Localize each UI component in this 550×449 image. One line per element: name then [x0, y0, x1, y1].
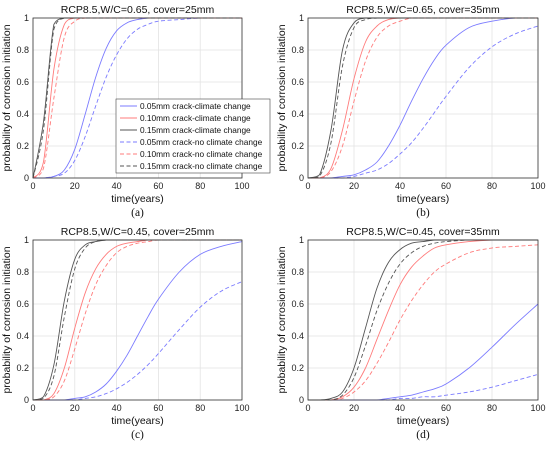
legend-entry: 0.05mm crack-no climate change [140, 137, 263, 147]
y-tick-label: 0 [299, 173, 304, 183]
y-tick-label: 0.8 [291, 267, 304, 277]
y-tick-label: 1 [24, 13, 29, 23]
y-tick-label: 0.4 [291, 331, 304, 341]
y-tick-label: 0.4 [291, 109, 304, 119]
legend: 0.05mm crack-climate change 0.10mm crack-… [115, 98, 271, 174]
legend-entry: 0.15mm crack-climate change [140, 125, 251, 135]
y-tick-label: 0 [24, 173, 29, 183]
series-line-4 [33, 17, 242, 179]
x-tick-label: 0 [30, 181, 35, 191]
x-tick-label: 60 [153, 181, 163, 191]
x-tick-label: 40 [395, 403, 405, 413]
chart-title: RCP8.5,W/C=0.65, cover=35mm [346, 4, 500, 16]
panel-label: (c) [131, 429, 144, 441]
series-line-2 [308, 239, 538, 401]
y-axis-label: probability of corrosion initiation [276, 246, 288, 393]
y-tick-label: 0.6 [291, 299, 304, 309]
x-axis-label: time(years) [397, 193, 450, 205]
axes-frame [307, 239, 539, 401]
y-tick-label: 1 [299, 13, 304, 23]
plot-area [33, 240, 242, 400]
y-tick-label: 0 [299, 395, 304, 405]
y-tick-label: 0.2 [16, 141, 29, 151]
x-tick-label: 20 [349, 403, 359, 413]
y-axis-label: probability of corrosion initiation [276, 24, 288, 171]
legend-entry: 0.15mm crack-no climate change [140, 161, 263, 171]
x-tick-label: 80 [487, 403, 497, 413]
x-tick-label: 0 [305, 403, 310, 413]
x-tick-label: 100 [234, 181, 249, 191]
y-tick-label: 1 [299, 235, 304, 245]
y-tick-label: 0.2 [291, 363, 304, 373]
x-axis-label: time(years) [111, 193, 164, 205]
series-line-4 [308, 25, 539, 179]
axes-frame [307, 17, 539, 179]
x-tick-label: 80 [195, 181, 205, 191]
y-tick-label: 0.2 [16, 363, 29, 373]
x-tick-label: 20 [70, 403, 80, 413]
chart-panel-4: 0 20 40 60 80 100 0 0.2 0.4 0.6 0.8 1 RCP8.5,W/C=0.4… [276, 226, 546, 441]
x-tick-label: 40 [112, 403, 122, 413]
y-axis-label: probability of corrosion initiation [1, 246, 13, 393]
y-tick-label: 0.6 [16, 299, 29, 309]
chart-panel-2: 0 20 40 60 80 100 0 0.2 0.4 0.6 0.8 1 RCP8.5,W/C=0.6… [276, 4, 546, 219]
legend-entry: 0.10mm crack-no climate change [140, 149, 263, 159]
axes-frame [32, 17, 243, 179]
series-line-4 [308, 373, 539, 401]
x-tick-label: 0 [30, 403, 35, 413]
series-line-5 [308, 244, 539, 401]
legend-entry: 0.05mm crack-climate change [140, 101, 251, 111]
chart-title: RCP8.5,W/C=0.45, cover=25mm [61, 226, 215, 238]
chart-title: RCP8.5,W/C=0.45, cover=35mm [346, 226, 500, 238]
chart-title: RCP8.5,W/C=0.65, cover=25mm [61, 4, 215, 16]
x-tick-label: 80 [195, 403, 205, 413]
chart-panel-1: 0 20 40 60 80 100 0 0.2 0.4 0.6 0.8 1 RCP8.5,W/C=0.6… [1, 4, 271, 219]
x-tick-label: 0 [305, 181, 310, 191]
x-tick-label: 100 [234, 403, 249, 413]
plot-area [308, 240, 538, 400]
x-tick-label: 60 [441, 181, 451, 191]
y-tick-label: 1 [24, 235, 29, 245]
x-tick-label: 40 [112, 181, 122, 191]
y-tick-label: 0.8 [291, 45, 304, 55]
y-tick-label: 0.4 [16, 331, 29, 341]
y-tick-label: 0 [24, 395, 29, 405]
legend-entry: 0.10mm crack-climate change [140, 113, 251, 123]
legend-box [115, 98, 271, 174]
panel-label: (b) [416, 207, 430, 219]
series-line-5 [33, 239, 242, 401]
x-tick-label: 100 [530, 181, 545, 191]
panel-label: (a) [131, 207, 144, 219]
x-tick-label: 60 [153, 403, 163, 413]
y-tick-label: 0.4 [16, 109, 29, 119]
x-tick-label: 80 [487, 181, 497, 191]
x-tick-label: 100 [530, 403, 545, 413]
series-line-5 [308, 17, 538, 179]
y-tick-label: 0.8 [16, 267, 29, 277]
x-axis-label: time(years) [111, 415, 164, 427]
axes-frame [32, 239, 243, 401]
x-tick-label: 20 [70, 181, 80, 191]
chart-panel-3: 0 20 40 60 80 100 0 0.2 0.4 0.6 0.8 1 RCP8.5,W/C=0.4… [1, 226, 250, 441]
x-tick-label: 40 [395, 181, 405, 191]
y-tick-label: 0.2 [291, 141, 304, 151]
x-tick-label: 60 [441, 403, 451, 413]
y-tick-label: 0.6 [291, 77, 304, 87]
panel-label: (d) [416, 429, 430, 441]
y-tick-label: 0.6 [16, 77, 29, 87]
x-tick-label: 20 [349, 181, 359, 191]
plot-area [308, 18, 538, 178]
series-line-1 [308, 17, 538, 179]
y-axis-label: probability of corrosion initiation [1, 24, 13, 171]
x-axis-label: time(years) [397, 415, 450, 427]
y-tick-label: 0.8 [16, 45, 29, 55]
